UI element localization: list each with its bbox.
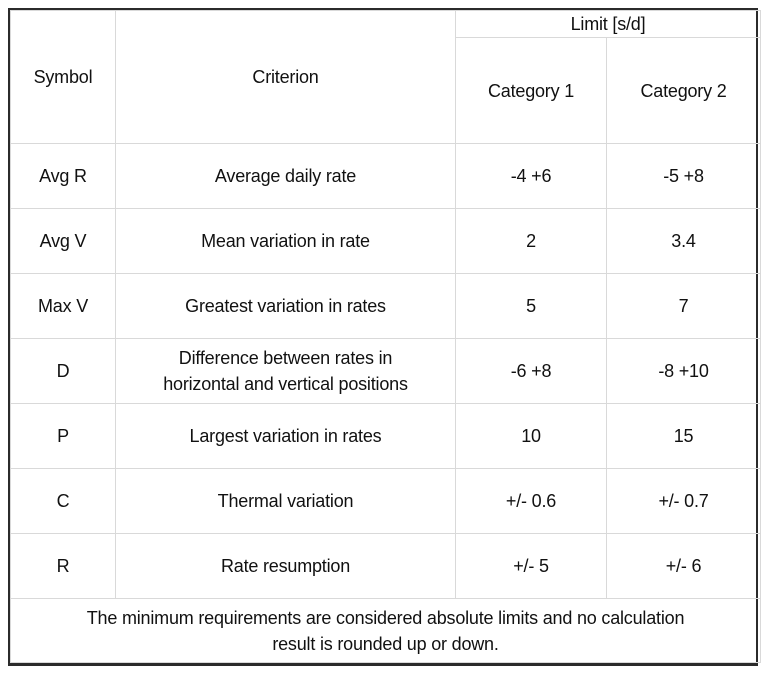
category1-cell: 10 <box>455 403 607 470</box>
category1-cell: -4 +6 <box>455 143 607 210</box>
footer-note-line2: result is rounded up or down. <box>272 633 499 654</box>
table-row: D Difference between rates in horizontal… <box>10 338 762 405</box>
criterion-text: Difference between rates in horizontal a… <box>163 348 408 395</box>
column-header-category2: Category 2 <box>605 37 762 145</box>
symbol-cell: R <box>10 533 116 600</box>
limit-header-row: Symbol Criterion Limit [s/d] <box>10 9 762 145</box>
column-header-criterion: Criterion <box>115 9 456 145</box>
category2-cell: -5 +8 <box>605 143 762 210</box>
category2-cell: +/- 6 <box>605 533 762 600</box>
symbol-cell: Avg R <box>10 143 116 210</box>
criterion-cell: Rate resumption <box>115 533 456 600</box>
criterion-cell: Average daily rate <box>115 143 456 210</box>
category-header-row: Category 1 Category 2 <box>11 37 762 145</box>
table-row: Avg R Average daily rate -4 +6 -5 +8 <box>10 143 762 210</box>
criterion-cell: Mean variation in rate <box>115 208 456 275</box>
symbol-cell: D <box>10 338 116 405</box>
category1-cell: +/- 0.6 <box>455 468 607 535</box>
footer-note: The minimum requirements are considered … <box>9 598 762 664</box>
category1-cell: +/- 5 <box>455 533 607 600</box>
symbol-cell: P <box>10 403 116 470</box>
table-row: C Thermal variation +/- 0.6 +/- 0.7 <box>10 468 762 535</box>
footer-note-line1: The minimum requirements are considered … <box>86 607 685 628</box>
table-row: Max V Greatest variation in rates 5 7 <box>10 273 762 340</box>
criterion-cell: Difference between rates in horizontal a… <box>115 338 456 405</box>
category1-cell: -6 +8 <box>455 338 607 405</box>
symbol-cell: Max V <box>10 273 116 340</box>
criterion-cell: Greatest variation in rates <box>115 273 456 340</box>
table-row: R Rate resumption +/- 5 +/- 6 <box>10 533 762 600</box>
category1-cell: 5 <box>455 273 607 340</box>
criterion-cell: Thermal variation <box>115 468 456 535</box>
category1-cell: 2 <box>455 208 607 275</box>
footer-row: The minimum requirements are considered … <box>9 598 762 664</box>
criteria-table-frame: Symbol Criterion Limit [s/d] Category 1 … <box>8 8 762 667</box>
category2-cell: 3.4 <box>605 208 762 275</box>
column-header-category1: Category 1 <box>455 37 607 145</box>
category2-cell: 15 <box>605 403 762 470</box>
category2-cell: +/- 0.7 <box>605 468 762 535</box>
column-header-limit-group: Limit [s/d] <box>454 9 762 39</box>
symbol-cell: C <box>10 468 116 535</box>
table-row: P Largest variation in rates 10 15 <box>10 403 762 470</box>
criteria-table: Symbol Criterion Limit [s/d] Category 1 … <box>9 9 762 664</box>
symbol-cell: Avg V <box>10 208 116 275</box>
column-header-symbol: Symbol <box>10 9 116 145</box>
criterion-cell: Largest variation in rates <box>115 403 456 470</box>
table-row: Avg V Mean variation in rate 2 3.4 <box>10 208 762 275</box>
category2-cell: -8 +10 <box>605 338 762 405</box>
category2-cell: 7 <box>605 273 762 340</box>
